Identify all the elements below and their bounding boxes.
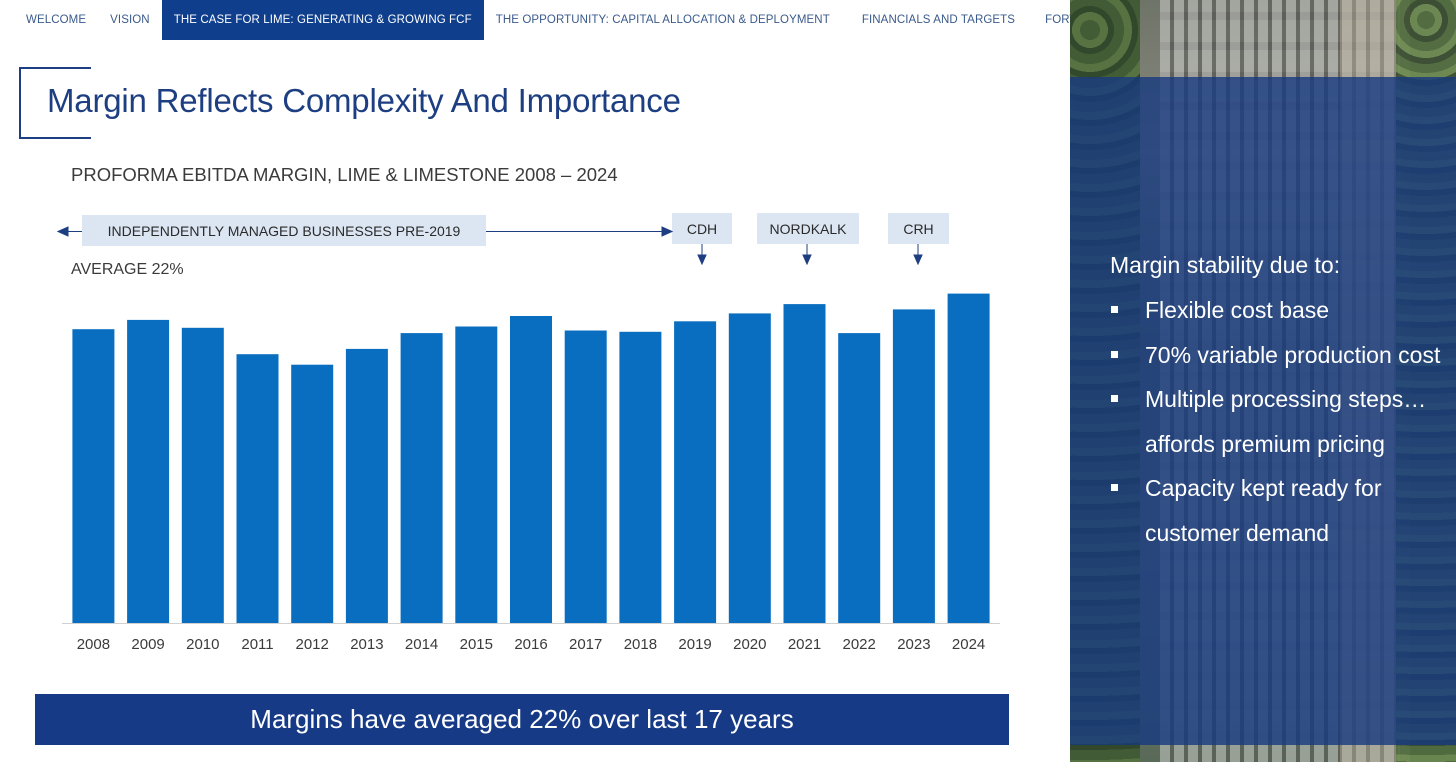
sidebar-bullet-text: Multiple processing steps… affords premi…	[1145, 386, 1427, 457]
bullet-icon	[1111, 395, 1118, 402]
bar-2015	[455, 326, 498, 623]
summary-banner: Margins have averaged 22% over last 17 y…	[35, 694, 1009, 745]
x-tick-label: 2020	[733, 636, 766, 653]
bar-2017	[564, 330, 607, 623]
bar-2011	[236, 354, 279, 623]
annotation-cdh: CDH	[672, 213, 732, 244]
bar-2020	[728, 313, 771, 623]
nav-tab-vision[interactable]: VISION	[110, 14, 150, 26]
bar-2022	[838, 333, 881, 623]
annotation-crh: CRH	[888, 213, 949, 244]
nav-tab-financials[interactable]: FINANCIALS AND TARGETS	[861, 14, 1016, 26]
x-tick-label: 2017	[569, 636, 602, 653]
bar-2009	[127, 319, 170, 623]
bar-2010	[181, 327, 224, 623]
x-tick-label: 2013	[350, 636, 383, 653]
bar-2012	[291, 364, 334, 623]
bar-2016	[510, 316, 552, 623]
bullet-icon	[1111, 484, 1118, 491]
x-tick-label: 2012	[296, 636, 329, 653]
bar-2013	[345, 348, 388, 623]
x-tick-label: 2009	[131, 636, 164, 653]
x-tick-label: 2023	[897, 636, 930, 653]
x-tick-label: 2024	[952, 636, 985, 653]
x-tick-label: 2019	[678, 636, 711, 653]
page-title: Margin Reflects Complexity And Importanc…	[47, 82, 681, 119]
bars-group	[72, 293, 990, 623]
sidebar-heading: Margin stability due to:	[1110, 252, 1341, 278]
bar-2023	[892, 309, 935, 623]
acquisition-arrows	[697, 244, 923, 266]
x-tick-label: 2011	[241, 636, 273, 653]
sidebar-bullet-text: 70% variable production cost	[1145, 341, 1441, 368]
x-tick-label: 2010	[186, 636, 219, 653]
x-tick-label: 2016	[514, 636, 547, 653]
sidebar-overlay	[1070, 77, 1456, 745]
annotation-nordkalk: NORDKALK	[757, 213, 859, 244]
sidebar-bullet-text: Capacity kept ready for customer demand	[1145, 475, 1382, 546]
x-tick-label: 2018	[624, 636, 657, 653]
bar-2008	[72, 329, 115, 623]
bullet-icon	[1111, 350, 1118, 358]
nav-tab-case-for-lime[interactable]: THE CASE FOR LIME: GENERATING & GROWING …	[161, 0, 484, 40]
annotation-pre2019: INDEPENDENTLY MANAGED BUSINESSES PRE-201…	[82, 215, 486, 246]
sidebar-bullet: Capacity kept ready for customer demand	[1110, 466, 1450, 555]
ebitda-margin-bar-chart: 2008 2009 2010 2011 2012 2013 2014 2015 2016 2017…	[56, 226, 1000, 653]
x-tick-label: 2008	[77, 636, 110, 653]
sidebar-bullet-text: Flexible cost base	[1145, 297, 1330, 323]
average-label: AVERAGE 22%	[71, 261, 184, 278]
nav-tab-welcome[interactable]: WELCOME	[26, 14, 87, 26]
pre2019-arrows	[56, 226, 674, 237]
x-tick-label: 2014	[405, 636, 438, 653]
top-navigation: WELCOME VISION THE CASE FOR LIME: GENERA…	[14, 0, 1152, 40]
x-tick-labels: 2008 2009 2010 2011 2012 2013 2014 2015 2016 2017…	[77, 636, 986, 653]
bar-2018	[619, 331, 662, 623]
bar-2024	[947, 293, 990, 623]
sidebar-bullet: 70% variable production cost	[1110, 333, 1450, 378]
bar-2021	[783, 304, 826, 623]
x-tick-label: 2021	[788, 636, 821, 653]
bar-2014	[400, 333, 443, 623]
nav-tab-opportunity[interactable]: THE OPPORTUNITY: CAPITAL ALLOCATION & DE…	[495, 14, 830, 26]
x-tick-label: 2022	[843, 636, 876, 653]
chart-subtitle: PROFORMA EBITDA MARGIN, LIME & LIMESTONE…	[71, 164, 618, 185]
sidebar-bullet: Flexible cost base	[1110, 288, 1450, 333]
x-tick-label: 2015	[460, 636, 493, 653]
sidebar-bullet: Multiple processing steps… affords premi…	[1110, 377, 1450, 466]
bullet-icon	[1111, 306, 1118, 313]
bar-2019	[674, 321, 717, 623]
sidebar-bullet-list: Flexible cost base 70% variable producti…	[1110, 288, 1450, 555]
